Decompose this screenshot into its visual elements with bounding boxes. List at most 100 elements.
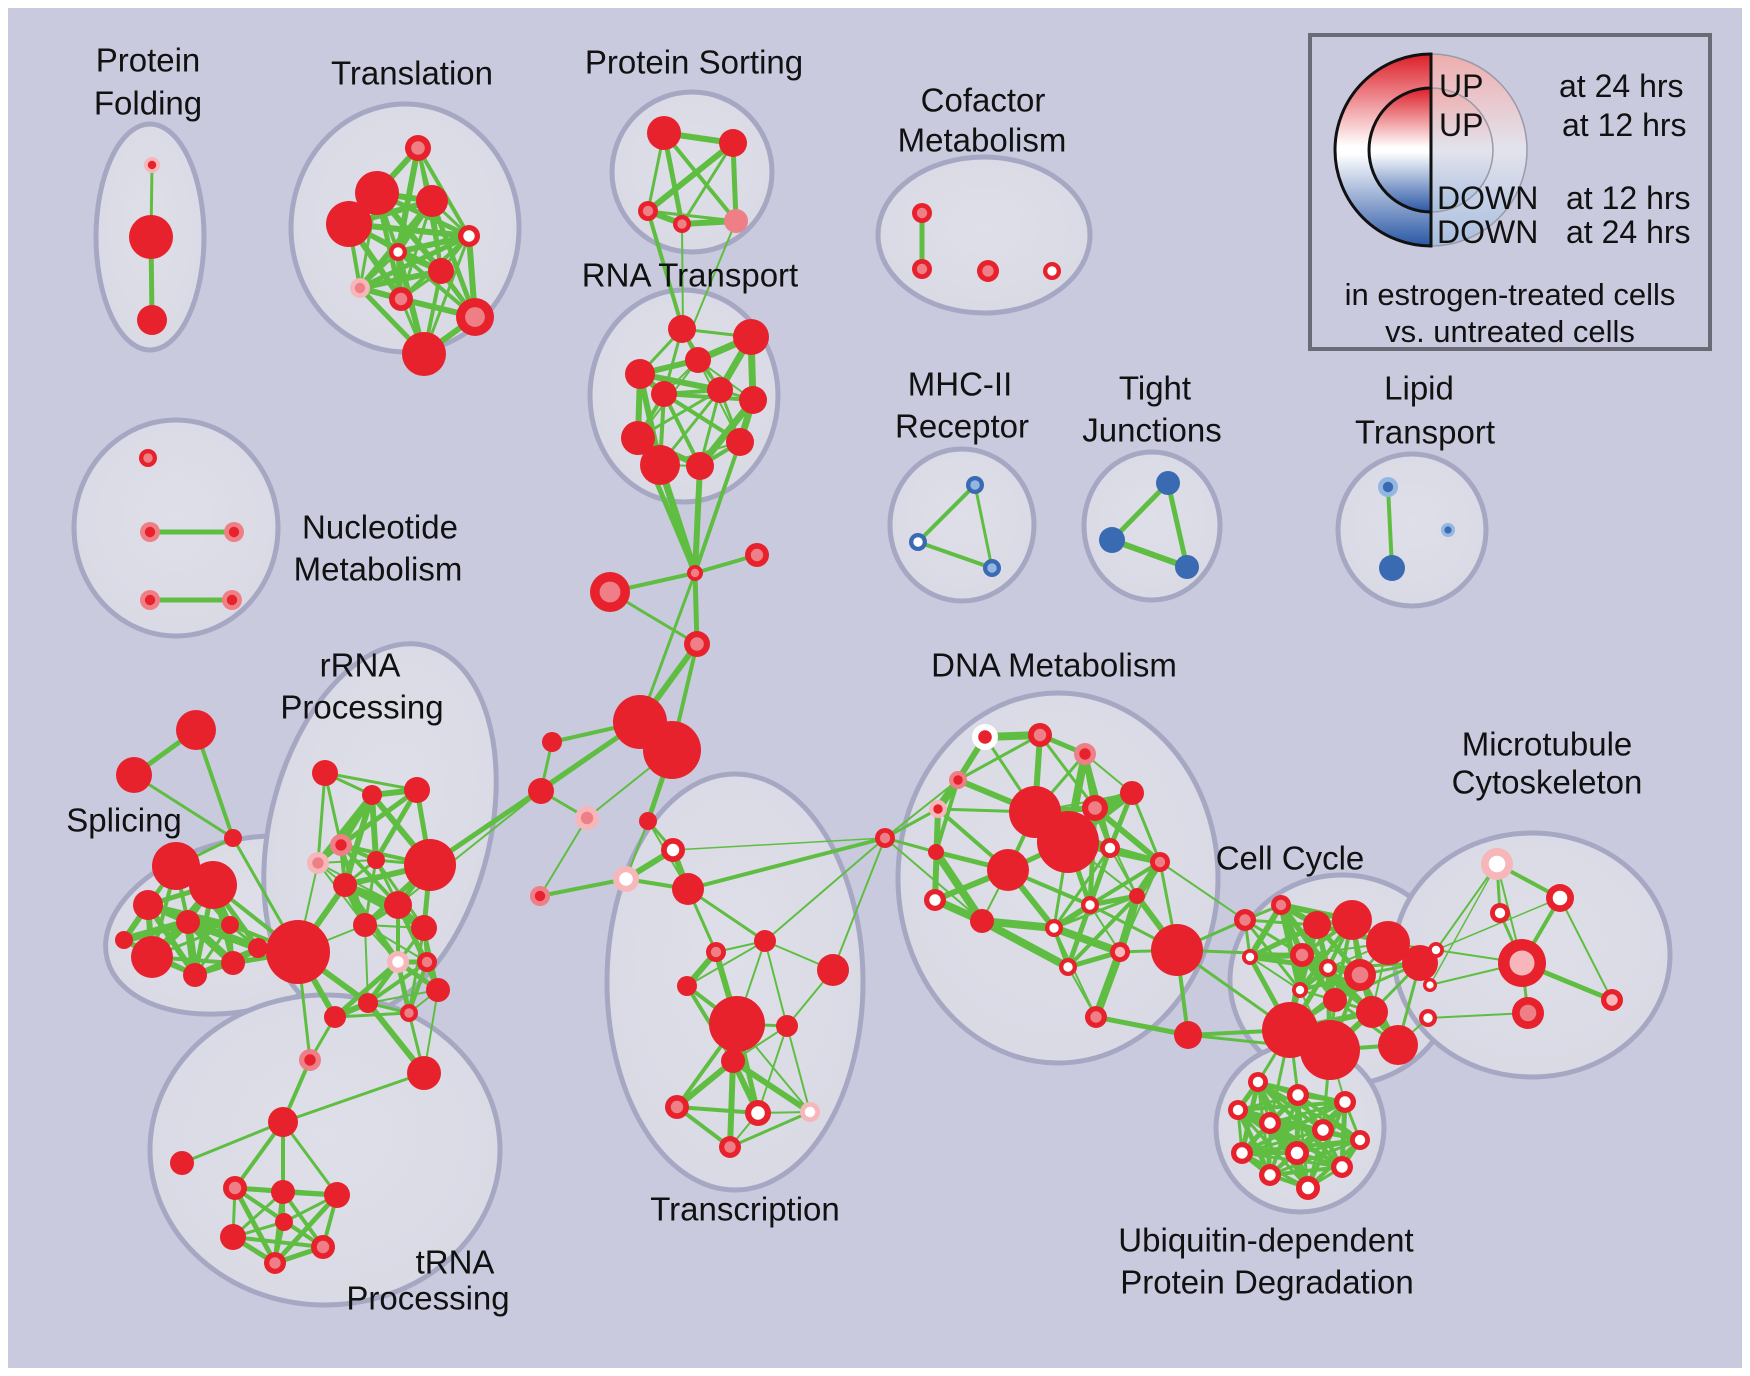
network-node: [1150, 852, 1170, 872]
network-edge: [916, 483, 977, 544]
network-node: [224, 522, 244, 542]
network-node: [983, 559, 1001, 577]
network-edge: [180, 1120, 285, 1165]
network-edge: [1435, 863, 1498, 951]
network-edge: [1038, 733, 1097, 810]
network-edge: [1236, 1100, 1347, 1112]
network-node: [1300, 1020, 1360, 1080]
network-node: [324, 1006, 346, 1028]
network-edge: [315, 792, 375, 866]
network-edge: [973, 483, 994, 570]
legend-down-24-label: DOWN: [1437, 214, 1539, 250]
legend-up-12-label: UP: [1439, 107, 1484, 143]
network-node: [1419, 1009, 1437, 1027]
network-node: [542, 732, 562, 752]
network-node: [355, 171, 399, 215]
network-edge: [686, 940, 766, 987]
network-edge: [1050, 924, 1124, 956]
network-node: [1344, 959, 1376, 991]
cluster-label-rrna-2: Processing: [280, 688, 444, 726]
network-node: [1481, 848, 1513, 880]
network-edge: [757, 1025, 788, 1114]
network-edge: [1092, 948, 1124, 1021]
network-edge: [1165, 480, 1190, 570]
cluster-label-lipid-2: Transport: [1355, 413, 1495, 451]
network-node: [183, 963, 207, 987]
network-node: [800, 1102, 820, 1122]
network-edge: [646, 209, 685, 332]
network-edge: [281, 1071, 426, 1124]
network-edge: [1247, 902, 1284, 960]
network-edge: [686, 836, 887, 891]
network-node: [745, 543, 769, 567]
cluster-ellipse-tight-junctions: [1081, 449, 1223, 603]
network-node: [271, 1180, 295, 1204]
network-node: [929, 800, 947, 818]
network-edge: [1109, 480, 1171, 543]
network-node: [1423, 978, 1437, 992]
network-edge: [1278, 902, 1331, 971]
network-node: [137, 305, 167, 335]
network-node: [673, 215, 691, 233]
network-node: [1331, 1156, 1353, 1178]
cluster-ellipse-mhc-receptor: [887, 446, 1037, 604]
network-edge: [369, 792, 379, 863]
network-node: [1287, 1084, 1309, 1106]
network-edge: [282, 1121, 285, 1223]
cluster-label-protein-folding-2: Folding: [93, 84, 203, 122]
network-node: [1110, 942, 1130, 962]
network-node: [407, 1056, 441, 1090]
network-node: [428, 258, 454, 284]
network-node: [387, 951, 409, 973]
cluster-label-ubiquitin-1: Ubiquitin-dependent: [1118, 1221, 1414, 1259]
network-node: [248, 938, 268, 958]
network-node: [643, 721, 701, 779]
network-node: [621, 421, 655, 455]
network-node: [416, 185, 448, 217]
network-node: [426, 978, 450, 1002]
network-node: [333, 873, 357, 897]
legend-down-12-time: at 12 hrs: [1566, 180, 1691, 216]
network-node: [411, 915, 437, 941]
network-node: [189, 861, 237, 909]
network-node: [1512, 997, 1544, 1029]
cluster-label-microtubule-1: Microtubule: [1461, 725, 1633, 763]
network-node: [312, 760, 338, 786]
network-node: [1441, 523, 1455, 537]
network-edge: [978, 917, 1058, 932]
network-node: [949, 771, 967, 789]
network-node: [1151, 924, 1203, 976]
network-node: [1099, 527, 1125, 553]
network-node: [417, 952, 437, 972]
network-node: [1156, 471, 1180, 495]
network-node: [1428, 942, 1444, 958]
network-edge: [672, 837, 886, 851]
cluster-label-dna-metabolism: DNA Metabolism: [931, 646, 1177, 684]
network-node: [721, 1049, 745, 1073]
network-node: [1350, 1130, 1370, 1150]
network-edge: [978, 917, 1072, 971]
network-node: [1379, 555, 1405, 581]
network-edge: [333, 1011, 411, 1019]
network-node: [875, 828, 895, 848]
cluster-label-trna-2: Processing: [346, 1279, 510, 1317]
network-edge: [272, 1192, 340, 1266]
network-node: [404, 777, 430, 803]
network-node: [170, 1151, 194, 1175]
network-edge: [132, 773, 235, 840]
cluster-label-cofactor-2: Metabolism: [897, 121, 1067, 159]
network-node: [1037, 811, 1099, 873]
network-node: [389, 287, 413, 311]
network-node: [176, 910, 200, 934]
network-edge: [786, 1025, 811, 1113]
network-node: [1120, 781, 1144, 805]
network-node: [776, 1015, 798, 1037]
network-edge: [1088, 860, 1162, 907]
network-node: [115, 931, 133, 949]
network-node: [1312, 1119, 1334, 1141]
network-node: [1028, 723, 1052, 747]
legend-up-12-time: at 12 hrs: [1562, 107, 1687, 143]
network-edge: [674, 1058, 736, 1110]
cluster-label-nucleotide-2: Metabolism: [293, 550, 463, 588]
